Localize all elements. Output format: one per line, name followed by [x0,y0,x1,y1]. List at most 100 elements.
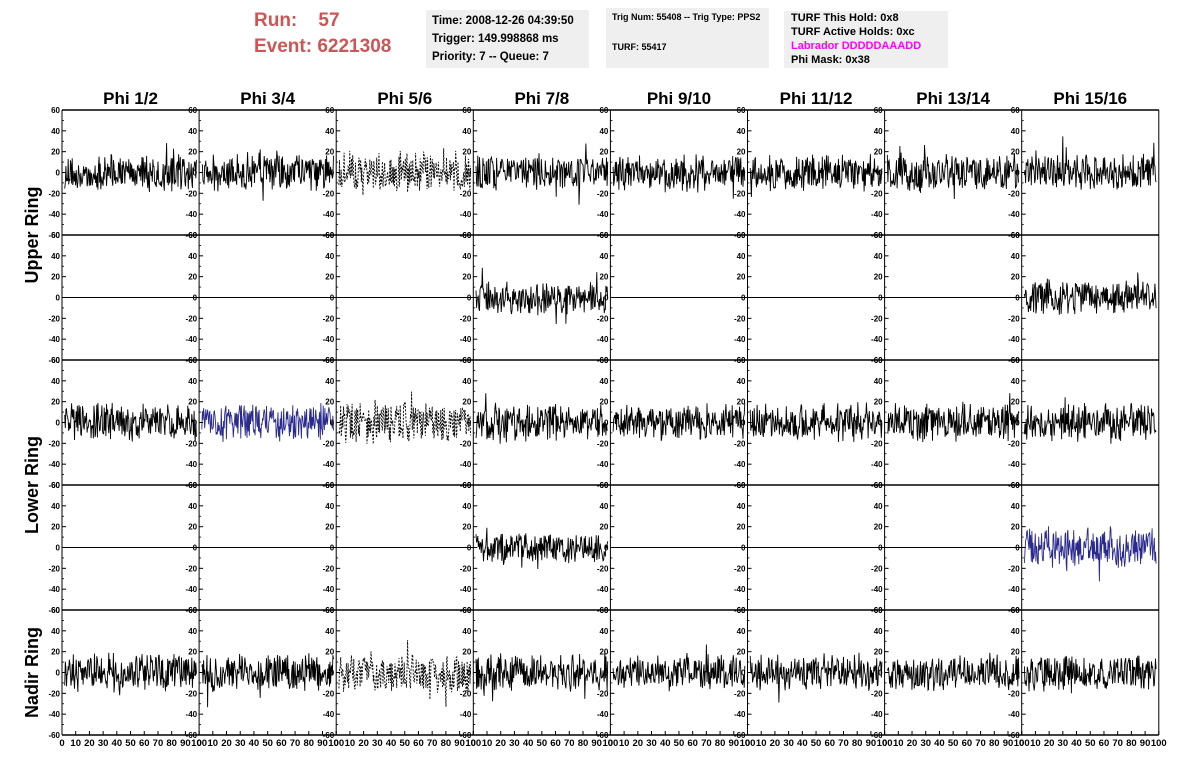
y-tick-label: -40 [734,585,746,594]
y-tick-label: 40 [325,502,334,511]
y-tick-label: 40 [1011,252,1020,261]
y-tick-label: 20 [188,273,197,282]
y-tick-label: 40 [51,252,60,261]
y-tick-label: -40 [48,585,60,594]
x-tick-label: 80 [715,738,726,749]
x-tick-label: 70 [564,738,575,749]
y-tick-label: -20 [48,564,60,573]
x-tick-label: 60 [550,738,561,749]
y-tick-label: 20 [51,148,60,157]
waveform-trace [749,652,883,703]
y-tick-label: 20 [325,273,334,282]
y-tick-label: -60 [48,731,60,740]
y-tick-label: 0 [56,169,61,178]
y-tick-label: -20 [1008,314,1020,323]
y-tick-label: -20 [597,564,609,573]
ring-label: Nadir Ring [22,627,42,718]
y-tick-label: 20 [599,273,608,282]
waveform-trace [475,267,609,325]
y-tick-label: -20 [186,439,198,448]
y-tick-label: -20 [734,439,746,448]
y-tick-label: -40 [323,460,335,469]
y-tick-label: -20 [323,189,335,198]
y-tick-label: 40 [325,377,334,386]
waveform-trace [201,149,334,201]
x-tick-label: 60 [1099,738,1110,749]
y-tick-label: 20 [325,398,334,407]
y-tick-label: -20 [734,564,746,573]
x-tick-label: 20 [495,738,506,749]
column-title: Phi 5/6 [377,89,432,108]
event-value: 6221308 [317,36,392,57]
x-tick-label: 30 [646,738,657,749]
run-line: Run: 57 [254,8,391,34]
y-tick-label: 40 [737,627,746,636]
y-tick-label: 20 [462,273,471,282]
y-tick-label: 0 [193,419,198,428]
y-tick-label: -40 [1008,710,1020,719]
y-tick-label: 40 [188,127,197,136]
labrador-text: Labrador DDDDDAAADD [791,40,922,52]
x-tick-label: 10 [70,738,81,749]
y-tick-label: -40 [1008,210,1020,219]
y-tick-label: 0 [741,169,746,178]
y-tick-label: -20 [734,189,746,198]
y-tick-label: 20 [325,648,334,657]
y-tick-label: -20 [323,314,335,323]
trig-info-box: Trig Num: 55408 -- Trig Type: PPS2 TURF:… [606,8,769,68]
x-tick-label: 70 [1112,738,1123,749]
x-tick-label: 100 [1151,738,1167,749]
waveform-trace [612,403,746,441]
x-tick-label: 20 [770,738,781,749]
y-tick-label: 40 [325,252,334,261]
y-tick-label: 0 [604,294,609,303]
waveform-trace [612,154,746,199]
y-tick-label: 0 [330,544,335,553]
y-tick-label: 20 [737,648,746,657]
y-tick-label: -20 [460,564,472,573]
y-tick-label: -20 [460,439,472,448]
y-tick-label: -20 [1008,439,1020,448]
y-tick-label: -20 [1008,189,1020,198]
y-tick-label: 20 [51,273,60,282]
y-tick-label: 40 [462,377,471,386]
y-tick-label: 0 [56,419,61,428]
x-tick-label: 20 [907,738,918,749]
waveform-trace [475,651,609,702]
y-tick-label: 40 [737,377,746,386]
x-tick-label: 30 [98,738,109,749]
y-tick-label: 20 [874,273,883,282]
y-tick-label: 40 [874,627,883,636]
x-tick-label: 0 [471,738,476,749]
x-tick-label: 0 [334,738,339,749]
y-tick-label: -40 [734,335,746,344]
y-tick-label: 20 [188,148,197,157]
x-tick-label: 70 [153,738,164,749]
turf-number-text: TURF: 55417 [612,42,667,52]
x-tick-label: 70 [975,738,986,749]
y-tick-label: 20 [462,398,471,407]
x-tick-label: 100 [191,738,207,749]
y-tick-label: 0 [878,169,883,178]
x-tick-label: 30 [783,738,794,749]
y-tick-label: -20 [48,689,60,698]
y-tick-label: 0 [604,169,609,178]
y-tick-label: -40 [460,585,472,594]
y-tick-label: 0 [193,169,198,178]
y-tick-label: 0 [56,544,61,553]
waveform-trace [1023,136,1157,190]
x-tick-label: 0 [882,738,887,749]
